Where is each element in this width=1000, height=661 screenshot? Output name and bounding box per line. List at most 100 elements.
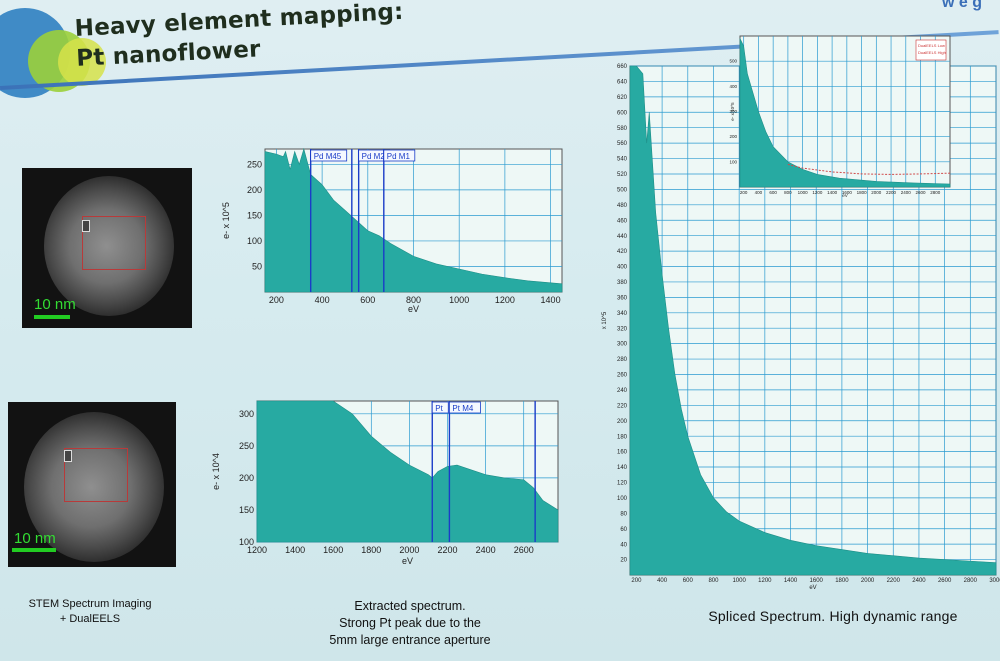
- spectrum-area: [264, 147, 563, 293]
- x-tick-label: 400: [755, 190, 763, 195]
- y-tick-label: 200: [239, 473, 254, 483]
- y-tick-label: 660: [617, 64, 628, 70]
- y-tick-label: 260: [617, 373, 628, 379]
- y-tick-label: 400: [729, 84, 737, 89]
- edge-label: Pd M45: [314, 152, 342, 161]
- caption-left-line2: + DualEELS: [59, 613, 121, 625]
- y-tick-label: 380: [617, 280, 628, 286]
- x-tick-label: 1800: [857, 190, 868, 195]
- y-axis-label: e- x 10^5: [221, 202, 231, 239]
- y-tick-label: 100: [239, 537, 254, 547]
- x-tick-label: 2800: [930, 190, 941, 195]
- stem-image-1: 10 nm: [22, 168, 192, 328]
- scale-bar-label: 10 nm: [14, 530, 56, 547]
- y-tick-label: 200: [247, 185, 262, 195]
- x-tick-label: 1400: [285, 545, 305, 555]
- edge-label-box: [431, 401, 449, 414]
- nanoflower-blob: [44, 176, 174, 316]
- x-tick-label: 2000: [399, 545, 419, 555]
- x-tick-label: 1000: [449, 295, 469, 305]
- spliced-spectrum-chart: 200 400 600 800 1000 1200 1400 1600 1800 2000 2200…: [602, 64, 1000, 591]
- y-tick-label: 280: [617, 357, 628, 363]
- edge-label-box: [310, 149, 348, 162]
- x-tick-label: 2200: [437, 545, 457, 555]
- x-axis-label: eV: [842, 193, 848, 198]
- x-tick-label: 1200: [247, 545, 267, 555]
- x-tick-label: 600: [683, 578, 694, 584]
- inset-chart: 200 400 600 800 1000 1200 1400 1600 1800 2000 2200…: [729, 35, 951, 198]
- y-tick-label: 460: [617, 218, 628, 224]
- y-tick-label: 20: [620, 558, 627, 564]
- edge-label: Pd M1: [387, 152, 411, 161]
- y-tick-label: 520: [617, 172, 628, 178]
- y-tick-label: 50: [252, 262, 262, 272]
- y-tick-label: 340: [617, 311, 628, 317]
- edge-label: Pd M2: [362, 152, 386, 161]
- x-tick-label: 600: [769, 190, 777, 195]
- spectrum-area: [739, 38, 951, 188]
- roi-marker: [64, 450, 72, 462]
- x-axis-label: eV: [402, 556, 413, 566]
- scale-bar-label: 10 nm: [34, 296, 76, 313]
- y-tick-label: 580: [617, 126, 628, 132]
- x-tick-label: 400: [315, 295, 330, 305]
- decor-circle-lime: [58, 38, 106, 86]
- x-tick-label: 800: [784, 190, 792, 195]
- y-tick-label: 60: [620, 527, 627, 533]
- edge-label-box: [449, 401, 481, 414]
- edge-label-box: [383, 149, 416, 162]
- x-tick-label: 2600: [916, 190, 927, 195]
- x-tick-label: 200: [631, 578, 642, 584]
- caption-mid-line2: Strong Pt peak due to the: [339, 616, 481, 630]
- caption-mid-line1: Extracted spectrum.: [354, 599, 466, 613]
- x-axis-label: eV: [408, 304, 419, 314]
- roi-marker: [82, 220, 90, 232]
- x-tick-label: 800: [708, 578, 719, 584]
- x-tick-label: 400: [657, 578, 668, 584]
- roi-box: [64, 448, 128, 502]
- x-tick-label: 2400: [901, 190, 912, 195]
- caption-left-line1: STEM Spectrum Imaging: [28, 598, 152, 610]
- x-tick-label: 1000: [798, 190, 809, 195]
- x-tick-label: 2800: [964, 578, 978, 584]
- edge-label: Pt: [435, 404, 443, 413]
- x-tick-label: 1800: [361, 545, 381, 555]
- x-tick-label: 2000: [861, 578, 875, 584]
- x-tick-label: 1000: [732, 578, 746, 584]
- nanoflower-blob: [24, 412, 164, 562]
- x-tick-label: 1200: [812, 190, 823, 195]
- y-tick-label: 640: [617, 80, 628, 86]
- y-tick-label: 620: [617, 95, 628, 101]
- ratio-curve: [787, 163, 951, 175]
- y-tick-label: 40: [620, 542, 627, 548]
- caption-middle: Extracted spectrum. Strong Pt peak due t…: [280, 598, 540, 649]
- caption-mid-line3: 5mm large entrance aperture: [329, 633, 491, 647]
- x-axis-label: eV: [809, 585, 816, 591]
- y-tick-label: 80: [620, 511, 627, 517]
- x-tick-label: 2200: [887, 578, 901, 584]
- scale-bar: [34, 315, 70, 319]
- x-tick-label: 3000: [989, 578, 1000, 584]
- y-tick-label: 600: [617, 110, 628, 116]
- caption-left: STEM Spectrum Imaging + DualEELS: [5, 597, 175, 627]
- corner-text: w e g: [941, 0, 982, 11]
- y-tick-label: 300: [617, 342, 628, 348]
- x-tick-label: 800: [406, 295, 421, 305]
- x-tick-label: 1800: [835, 578, 849, 584]
- y-tick-label: 320: [617, 326, 628, 332]
- legend-entry: DualEELS High: [918, 50, 946, 55]
- y-tick-label: 180: [617, 434, 628, 440]
- y-tick-label: 200: [617, 419, 628, 425]
- y-tick-label: 400: [617, 265, 628, 271]
- spectrum-area: [629, 65, 997, 576]
- x-tick-label: 600: [360, 295, 375, 305]
- y-tick-label: 150: [239, 505, 254, 515]
- x-tick-label: 200: [740, 190, 748, 195]
- y-tick-label: 100: [247, 236, 262, 246]
- y-tick-label: 160: [617, 450, 628, 456]
- y-tick-label: 300: [239, 409, 254, 419]
- y-tick-label: 480: [617, 203, 628, 209]
- spectrum-chart-bottom: 1200 1400 1600 1800 2000 2200 2400 2600 100 150 20…: [211, 400, 559, 566]
- y-axis-label: e- x 10^5: [730, 102, 735, 121]
